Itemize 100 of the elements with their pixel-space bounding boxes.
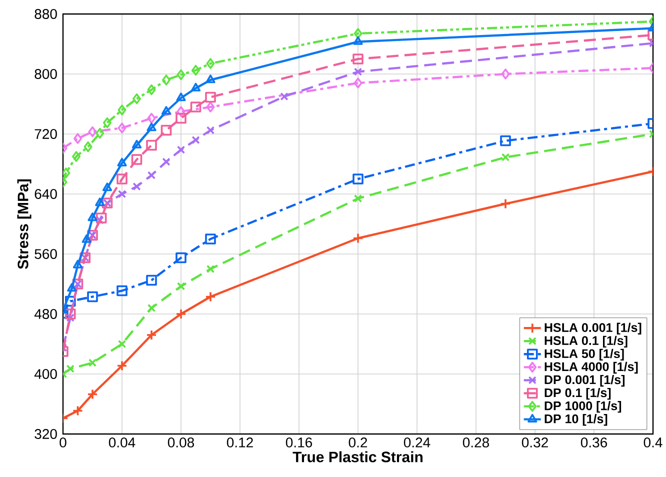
point	[352, 232, 364, 244]
y-tick-label: 480	[34, 309, 57, 319]
x-tick-label: 0.04	[108, 438, 136, 448]
point	[205, 234, 216, 244]
point	[117, 158, 127, 166]
legend-label: HSLA 0.001 [1/s]	[544, 322, 642, 334]
point	[116, 360, 128, 372]
point	[88, 212, 98, 222]
y-tick-label: 560	[34, 249, 57, 259]
point	[176, 252, 186, 264]
point	[352, 174, 364, 184]
point	[146, 140, 157, 151]
point	[176, 308, 186, 320]
point	[72, 405, 84, 416]
point	[500, 198, 511, 210]
y-tick-label: 320	[34, 429, 57, 439]
point	[161, 106, 172, 115]
point	[131, 154, 142, 165]
point	[205, 92, 216, 103]
point	[500, 135, 511, 146]
point	[205, 291, 216, 302]
legend-label: HSLA 4000 [1/s]	[544, 362, 638, 374]
point	[352, 54, 364, 64]
point	[102, 182, 112, 192]
point	[280, 92, 288, 101]
point	[191, 64, 200, 76]
point	[132, 182, 141, 191]
legend-label: DP 1000 [1/s]	[544, 401, 622, 413]
y-tick-label: 400	[34, 369, 57, 379]
point	[118, 104, 126, 116]
point	[354, 68, 362, 76]
point	[190, 82, 201, 92]
legend-label: DP 0.1 [1/s]	[544, 388, 611, 400]
point	[87, 388, 98, 400]
point	[147, 112, 156, 124]
point	[147, 84, 156, 96]
legend-label: DP 0.001 [1/s]	[544, 374, 625, 387]
x-tick-label: 0.12	[226, 438, 253, 448]
point	[176, 282, 186, 290]
legend-label: HSLA 50 [1/s]	[544, 348, 624, 361]
point	[95, 198, 105, 206]
point	[206, 264, 215, 274]
x-tick-label: 0.36	[580, 438, 608, 448]
point	[206, 102, 215, 112]
point	[206, 58, 215, 69]
point	[72, 260, 83, 268]
point	[176, 106, 186, 117]
point	[353, 36, 363, 45]
point	[73, 133, 82, 144]
point	[118, 122, 126, 134]
y-tick-label: 880	[34, 9, 57, 19]
point	[64, 308, 76, 320]
x-tick-label: 0.24	[404, 438, 430, 448]
point	[176, 146, 186, 154]
point	[132, 140, 142, 148]
x-tick-label: 0.16	[286, 438, 312, 448]
point	[501, 68, 510, 80]
point	[192, 136, 200, 144]
point	[87, 291, 98, 302]
x-tick-label: 0.08	[168, 438, 194, 448]
x-tick-label: 0.28	[462, 438, 490, 448]
point	[354, 78, 362, 88]
y-axis-title: Stress [MPa]	[17, 179, 32, 269]
point	[66, 314, 74, 322]
point	[206, 74, 216, 84]
point	[354, 28, 362, 39]
point	[147, 304, 156, 312]
point	[147, 171, 156, 180]
point	[176, 69, 186, 80]
point	[160, 124, 172, 136]
point	[118, 340, 126, 348]
y-tick-label: 640	[34, 189, 57, 199]
point	[116, 174, 128, 184]
point	[96, 216, 104, 224]
point	[67, 283, 77, 292]
legend-label: HSLA 0.1 [1/s]	[544, 336, 628, 348]
point	[88, 126, 97, 138]
x-tick-label: 0.2	[348, 438, 368, 448]
x-tick-label: 0.32	[522, 438, 548, 448]
y-tick-label: 720	[34, 129, 57, 139]
point	[176, 112, 186, 124]
point	[501, 153, 510, 162]
x-tick-label: 0.4	[644, 438, 662, 448]
point	[206, 126, 215, 134]
point	[72, 151, 81, 162]
legend-label: DP 10 [1/s]	[544, 414, 608, 426]
point	[176, 92, 186, 102]
point	[146, 274, 157, 286]
point	[66, 364, 74, 373]
x-tick-label: 0	[60, 438, 66, 448]
point	[162, 158, 170, 166]
x-axis-title: True Plastic Strain	[292, 451, 423, 462]
point	[118, 190, 126, 198]
point	[354, 194, 362, 203]
point	[88, 358, 97, 367]
point	[162, 74, 171, 86]
point	[96, 128, 104, 139]
point	[146, 330, 157, 340]
point	[84, 141, 92, 152]
point	[146, 122, 156, 132]
